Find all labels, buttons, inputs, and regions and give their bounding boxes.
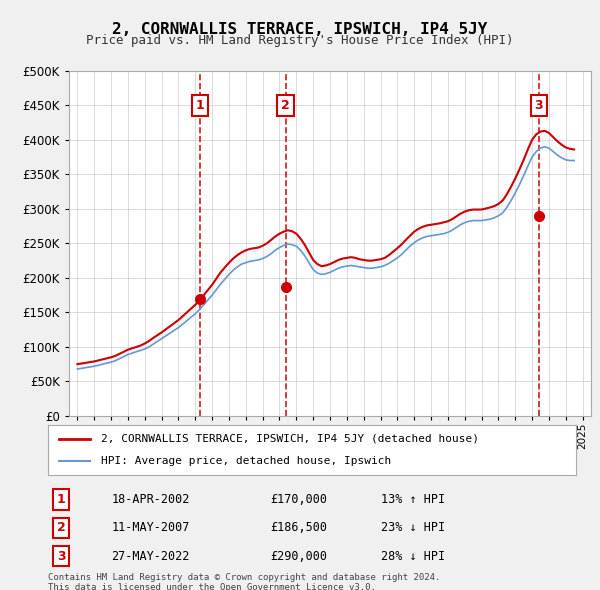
Text: £170,000: £170,000	[270, 493, 327, 506]
Text: Contains HM Land Registry data © Crown copyright and database right 2024.: Contains HM Land Registry data © Crown c…	[48, 573, 440, 582]
Text: 27-MAY-2022: 27-MAY-2022	[112, 550, 190, 563]
Text: 23% ↓ HPI: 23% ↓ HPI	[380, 522, 445, 535]
Text: 2: 2	[281, 99, 290, 112]
Text: 2, CORNWALLIS TERRACE, IPSWICH, IP4 5JY (detached house): 2, CORNWALLIS TERRACE, IPSWICH, IP4 5JY …	[101, 434, 479, 444]
Text: 11-MAY-2007: 11-MAY-2007	[112, 522, 190, 535]
Text: 3: 3	[535, 99, 543, 112]
Text: 18-APR-2002: 18-APR-2002	[112, 493, 190, 506]
Text: This data is licensed under the Open Government Licence v3.0.: This data is licensed under the Open Gov…	[48, 583, 376, 590]
Text: 28% ↓ HPI: 28% ↓ HPI	[380, 550, 445, 563]
Text: 13% ↑ HPI: 13% ↑ HPI	[380, 493, 445, 506]
Text: 1: 1	[57, 493, 65, 506]
Text: Price paid vs. HM Land Registry's House Price Index (HPI): Price paid vs. HM Land Registry's House …	[86, 34, 514, 47]
Text: HPI: Average price, detached house, Ipswich: HPI: Average price, detached house, Ipsw…	[101, 456, 391, 466]
Text: 2: 2	[57, 522, 65, 535]
Text: 1: 1	[196, 99, 205, 112]
Text: 3: 3	[57, 550, 65, 563]
Text: £290,000: £290,000	[270, 550, 327, 563]
Text: £186,500: £186,500	[270, 522, 327, 535]
Text: 2, CORNWALLIS TERRACE, IPSWICH, IP4 5JY: 2, CORNWALLIS TERRACE, IPSWICH, IP4 5JY	[112, 22, 488, 37]
